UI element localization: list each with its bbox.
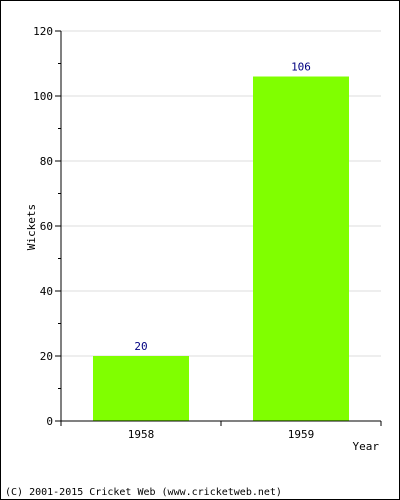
y-tick-label-100: 100 [33, 90, 53, 103]
y-tick-label-40: 40 [40, 285, 53, 298]
copyright-footer: (C) 2001-2015 Cricket Web (www.cricketwe… [5, 487, 282, 498]
bar-1959 [253, 76, 349, 421]
y-axis-title: Wickets [25, 204, 38, 250]
data-label-1959: 106 [291, 61, 311, 74]
y-tick-label-60: 60 [40, 220, 53, 233]
y-tick-label-80: 80 [40, 155, 53, 168]
bars [93, 76, 349, 421]
axes [55, 30, 382, 426]
labels: 0 20 40 60 80 100 120 20 1958 106 1959 [33, 25, 314, 441]
x-tick-label-1959: 1959 [288, 428, 315, 441]
y-tick-label-20: 20 [40, 350, 53, 363]
bar-1958 [93, 356, 189, 421]
y-tick-label-120: 120 [33, 25, 53, 38]
x-axis-title: Year [353, 440, 380, 453]
data-label-1958: 20 [134, 340, 147, 353]
y-tick-label-0: 0 [46, 415, 53, 428]
x-tick-label-1958: 1958 [128, 428, 155, 441]
